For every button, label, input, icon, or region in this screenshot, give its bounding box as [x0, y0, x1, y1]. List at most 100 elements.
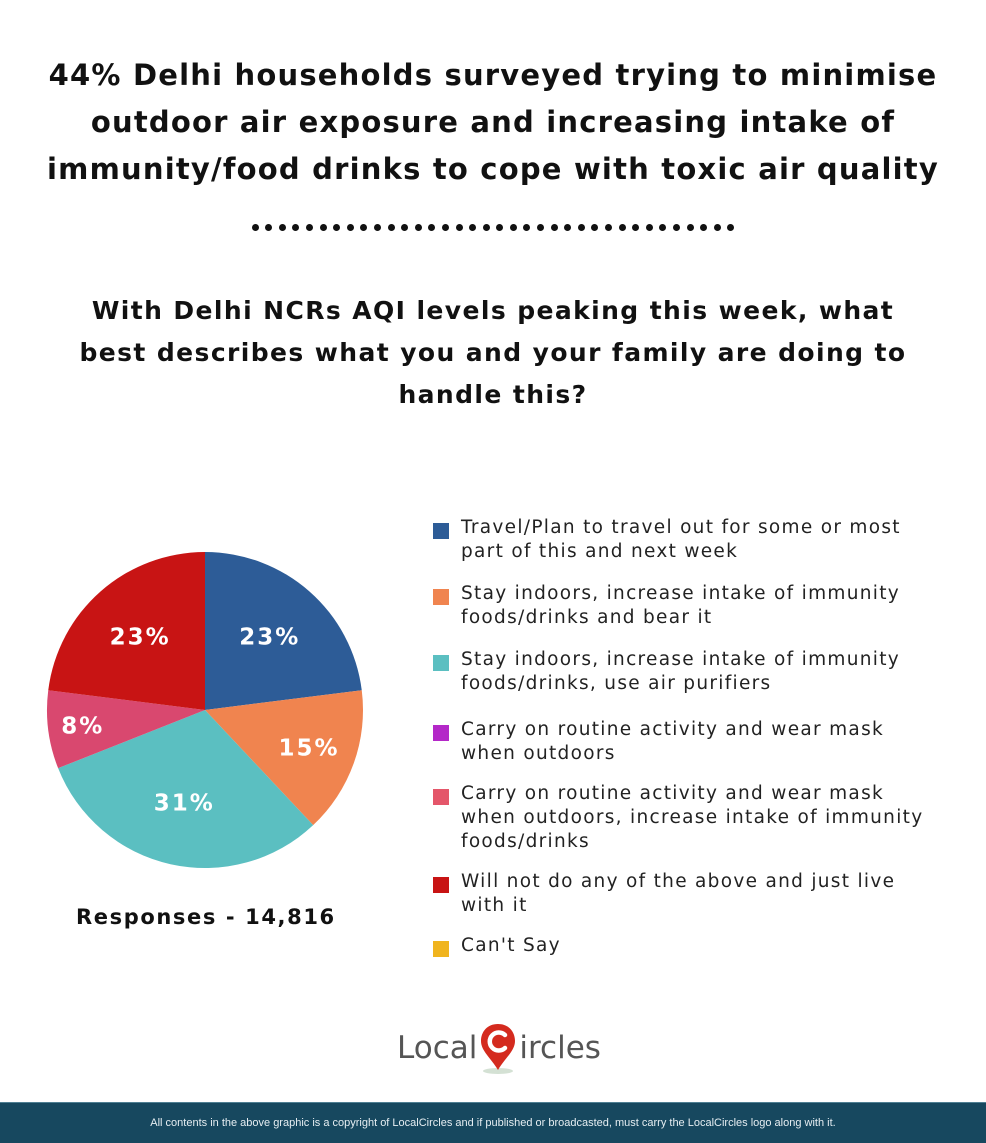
legend-swatch: [433, 589, 449, 605]
legend-label-line: Stay indoors, increase intake of immunit…: [461, 583, 901, 604]
dotted-divider: [0, 224, 986, 244]
divider-dot: [564, 224, 572, 231]
map-pin-c-icon: [481, 1024, 516, 1074]
legend-item: Travel/Plan to travel out for some or mo…: [433, 516, 973, 564]
divider-dot: [360, 224, 368, 231]
divider-dot: [414, 224, 422, 231]
legend-label: Can't Say: [461, 934, 561, 958]
pie-slice-label: 15%: [279, 735, 340, 761]
divider-dot: [251, 224, 259, 231]
footer-text: All contents in the above graphic is a c…: [150, 1117, 836, 1129]
legend-label-line: foods/drinks, use air purifiers: [461, 673, 772, 694]
divider-dot: [333, 224, 341, 231]
divider-dot: [550, 224, 558, 231]
legend-item: Carry on routine activity and wear mask w…: [433, 718, 973, 766]
logo-text-local: Local: [397, 1030, 478, 1066]
legend-label-line: foods/drinks: [461, 831, 590, 852]
legend-label-line: Will not do any of the above and just li…: [461, 871, 896, 892]
legend-label-line: Stay indoors, increase intake of immunit…: [461, 649, 901, 670]
divider-dot: [346, 224, 354, 231]
divider-dot: [686, 224, 694, 231]
legend-swatch: [433, 941, 449, 957]
legend-swatch: [433, 789, 449, 805]
legend-label-line: with it: [461, 895, 528, 916]
pie-slice-label: 8%: [61, 713, 104, 739]
divider-dot: [523, 224, 531, 231]
divider-dot: [292, 224, 300, 231]
legend-swatch: [433, 523, 449, 539]
legend-label: Travel/Plan to travel out for some or mo…: [461, 516, 901, 564]
divider-dot: [278, 224, 286, 231]
divider-dot: [319, 224, 327, 231]
divider-dot: [441, 224, 449, 231]
question-line: handle this?: [398, 380, 588, 409]
divider-dot: [659, 224, 667, 231]
pie-slice-label: 23%: [239, 625, 300, 651]
divider-dot: [727, 224, 735, 231]
pie-slice: [58, 710, 314, 868]
legend-item: Stay indoors, increase intake of immunit…: [433, 582, 973, 630]
pie-chart-svg: 23% 15% 31% 8% 23%: [46, 552, 363, 868]
pie-slice: [46, 690, 205, 769]
divider-dot: [373, 224, 381, 231]
legend-label: Will not do any of the above and just li…: [461, 870, 895, 918]
pie-slice: [205, 690, 363, 826]
divider-dot: [713, 224, 721, 231]
divider-dot: [700, 224, 708, 231]
legend-label: Stay indoors, increase intake of immunit…: [461, 648, 900, 696]
legend-swatch: [433, 725, 449, 741]
divider-dot: [496, 224, 504, 231]
responses-count: Responses - 14,816: [76, 905, 336, 929]
divider-dot: [577, 224, 585, 231]
legend-item: Will not do any of the above and just li…: [433, 870, 973, 918]
legend-item: Can't Say: [433, 934, 973, 958]
legend-label: Stay indoors, increase intake of immunit…: [461, 582, 900, 630]
divider-dot: [537, 224, 545, 231]
headline: 44% Delhi households surveyed trying to …: [0, 52, 986, 193]
divider-dot: [305, 224, 313, 231]
localcircles-logo: Local ircles: [397, 1020, 601, 1076]
pie-chart: 23% 15% 31% 8% 23%: [40, 545, 370, 875]
survey-question: With Delhi NCRs AQI levels peaking this …: [0, 290, 986, 416]
legend-item: Carry on routine activity and wear mask w…: [433, 782, 973, 854]
divider-dot: [469, 224, 477, 231]
legend-label-line: Can't Say: [461, 935, 561, 956]
pie-slice: [205, 552, 362, 710]
legend-label-line: when outdoors, increase intake of immuni…: [461, 807, 924, 828]
divider-dot: [428, 224, 436, 231]
pie-slice: [48, 552, 205, 710]
copyright-footer: All contents in the above graphic is a c…: [0, 1102, 986, 1143]
legend-label: Carry on routine activity and wear mask w…: [461, 718, 884, 766]
divider-dot: [591, 224, 599, 231]
chart-legend: Travel/Plan to travel out for some or mo…: [433, 516, 973, 958]
legend-swatch: [433, 655, 449, 671]
legend-label-line: Carry on routine activity and wear mask: [461, 719, 885, 740]
legend-label-line: Carry on routine activity and wear mask: [461, 783, 885, 804]
legend-item: Stay indoors, increase intake of immunit…: [433, 648, 973, 696]
legend-swatch: [433, 877, 449, 893]
headline-line: outdoor air exposure and increasing inta…: [90, 105, 896, 139]
divider-dot: [265, 224, 273, 231]
legend-label-line: when outdoors: [461, 743, 616, 764]
divider-dot: [455, 224, 463, 231]
divider-dot: [401, 224, 409, 231]
legend-label-line: part of this and next week: [461, 541, 739, 562]
legend-label-line: foods/drinks and bear it: [461, 607, 713, 628]
legend-label-line: Travel/Plan to travel out for some or mo…: [461, 517, 901, 538]
question-line: best describes what you and your family …: [79, 338, 907, 367]
divider-dot: [387, 224, 395, 231]
pie-slice-label: 23%: [110, 625, 171, 651]
legend-label: Carry on routine activity and wear mask w…: [461, 782, 923, 854]
logo-text-ircles: ircles: [519, 1030, 601, 1066]
divider-dot: [645, 224, 653, 231]
divider-dot: [509, 224, 517, 231]
divider-dot: [482, 224, 490, 231]
divider-dot: [618, 224, 626, 231]
divider-dot: [632, 224, 640, 231]
question-line: With Delhi NCRs AQI levels peaking this …: [91, 296, 895, 325]
divider-dot: [605, 224, 613, 231]
pie-slice-label: 31%: [154, 791, 215, 817]
divider-dot: [673, 224, 681, 231]
headline-line: immunity/food drinks to cope with toxic …: [47, 152, 939, 186]
headline-line: 44% Delhi households surveyed trying to …: [48, 58, 938, 92]
